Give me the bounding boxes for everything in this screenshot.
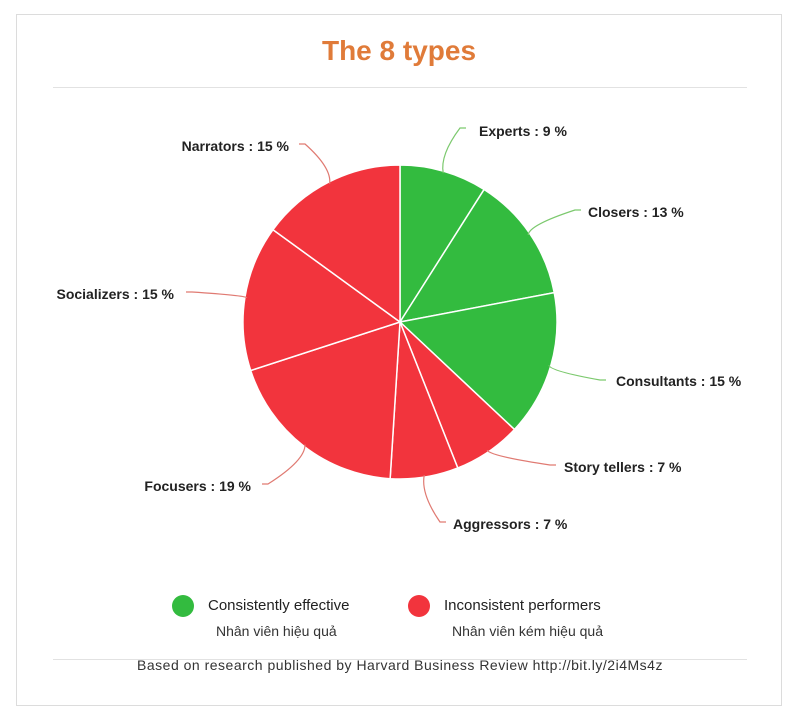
leader-line-consultants xyxy=(548,364,606,381)
pie-slice-narrators xyxy=(271,164,401,324)
pie-labels: Experts : 9 % Closers : 13 % Consultants :… xyxy=(56,123,741,532)
slice-label-consultants: Consultants : 15 % xyxy=(616,373,742,389)
legend-sublabel-effective: Nhân viên hiệu quả xyxy=(216,623,337,639)
leader-line-experts xyxy=(442,127,466,174)
slice-label-experts: Experts : 9 % xyxy=(479,123,567,139)
leader-line-aggressors xyxy=(423,474,446,523)
leader-line-socializers xyxy=(186,291,248,299)
slice-label-socializers: Socializers : 15 % xyxy=(56,286,174,302)
pie-slice-consultants xyxy=(398,291,558,431)
legend-item-inconsistent: Inconsistent performers Nhân viên kém hi… xyxy=(408,595,603,641)
legend-swatch-effective xyxy=(172,595,194,617)
legend-label-effective: Consistently effective xyxy=(208,597,350,614)
leader-line-closers xyxy=(527,209,581,236)
title-divider xyxy=(53,87,747,88)
pie-slices xyxy=(242,164,558,480)
slice-label-focusers: Focusers : 19 % xyxy=(144,478,251,494)
pie-slice-closers xyxy=(398,188,556,324)
pie-slice-focusers xyxy=(249,320,401,480)
legend-label-inconsistent: Inconsistent performers xyxy=(444,597,601,614)
slice-label-aggressors: Aggressors : 7 % xyxy=(453,516,568,532)
chart-title: The 8 types xyxy=(321,35,477,66)
footer-divider xyxy=(53,659,747,660)
legend-item-effective: Consistently effective Nhân viên hiệu qu… xyxy=(172,595,349,641)
slice-label-closers: Closers : 13 % xyxy=(588,204,684,220)
leader-line-story-tellers xyxy=(486,449,556,466)
source-footer: Based on research published by Harvard B… xyxy=(137,657,663,673)
slice-label-story-tellers: Story tellers : 7 % xyxy=(564,459,682,475)
slice-label-narrators: Narrators : 15 % xyxy=(182,138,290,154)
leader-line-narrators xyxy=(299,143,331,184)
pie-slice-experts xyxy=(399,164,486,325)
leader-line-focusers xyxy=(262,444,306,485)
legend-swatch-inconsistent xyxy=(408,595,430,617)
legend-sublabel-inconsistent: Nhân viên kém hiệu quả xyxy=(452,623,603,639)
